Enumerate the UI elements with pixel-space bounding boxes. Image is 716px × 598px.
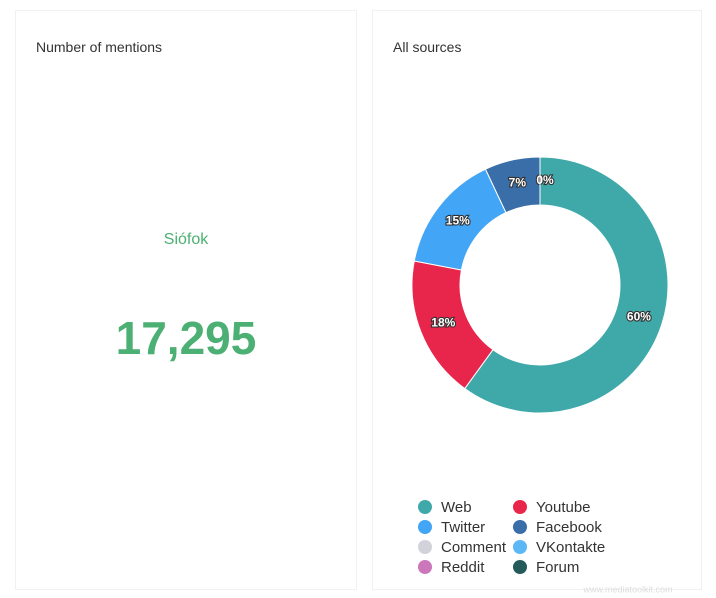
legend-swatch	[418, 520, 432, 534]
legend-swatch	[513, 500, 527, 514]
slice-label: 60%	[627, 309, 651, 323]
donut-slice	[464, 156, 669, 414]
legend-swatch	[418, 560, 432, 574]
legend-swatch	[513, 520, 527, 534]
slice-label: 7%	[509, 176, 527, 190]
legend-label: Facebook	[536, 519, 602, 536]
legend-swatch	[418, 500, 432, 514]
chart-title: All sources	[393, 39, 462, 55]
card-title: Number of mentions	[36, 39, 163, 55]
slice-label: 15%	[446, 213, 470, 227]
legend-swatch	[513, 560, 527, 574]
legend-swatch	[513, 540, 527, 554]
legend-label: VKontakte	[536, 539, 605, 556]
legend-label: Reddit	[441, 559, 485, 576]
legend-label: Youtube	[536, 499, 591, 516]
mentions-label: Siófok	[163, 231, 209, 248]
mentions-value: 17,295	[115, 312, 257, 364]
legend-label: Twitter	[441, 519, 485, 536]
legend-label: Forum	[536, 559, 579, 576]
legend-label: Web	[441, 499, 472, 516]
footer: www.mediatoolkit.com	[582, 584, 672, 594]
mentions-card: Number of mentions Siófok 17,295	[15, 10, 357, 590]
slice-label: 18%	[431, 315, 455, 329]
legend-label: Comment	[441, 539, 507, 556]
slice-label: 0%	[536, 173, 554, 187]
legend-swatch	[418, 540, 432, 554]
